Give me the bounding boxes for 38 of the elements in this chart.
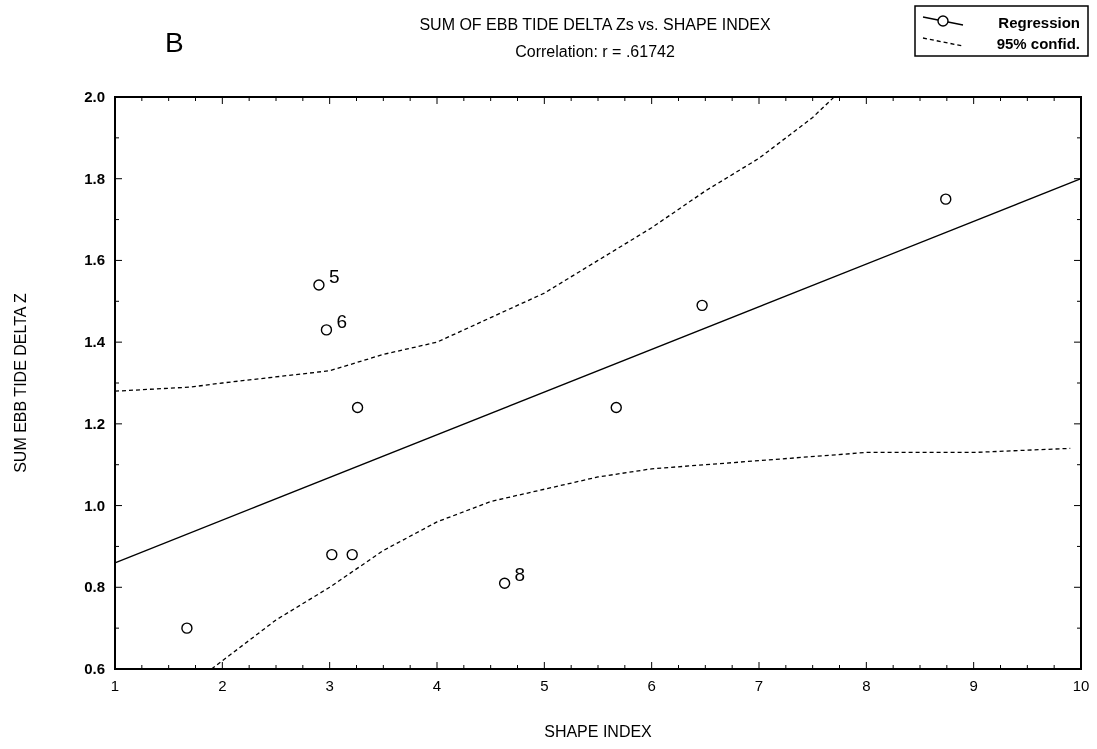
y-tick-label: 0.8 (84, 578, 105, 596)
chart-title: SUM OF EBB TIDE DELTA Zs vs. SHAPE INDEX (419, 16, 771, 33)
y-axis-title: SUM EBB TIDE DELTA Z (12, 292, 29, 473)
y-tick-label: 1.4 (84, 333, 106, 351)
x-tick-label: 5 (540, 677, 549, 694)
x-tick-label: 4 (432, 677, 442, 694)
point (326, 548, 338, 561)
point (351, 401, 364, 414)
annotation: 8 (514, 564, 526, 586)
y-tick-label: 1.0 (84, 496, 105, 514)
x-tick-label: 1 (110, 677, 120, 694)
point (696, 299, 708, 312)
y-tick-label: 1.6 (84, 251, 105, 269)
y-tick-label: 1.8 (84, 169, 105, 187)
point (346, 548, 358, 561)
annotation: 6 (336, 310, 348, 332)
x-tick-label: 3 (325, 677, 334, 694)
annotation: 5 (328, 265, 340, 287)
x-axis-title: SHAPE INDEX (544, 723, 653, 740)
point (181, 622, 193, 634)
y-tick-label: 1.2 (84, 414, 105, 432)
point (610, 401, 622, 414)
x-tick-label: 8 (862, 677, 871, 694)
x-tick-label: 6 (647, 677, 656, 694)
point (313, 279, 325, 291)
y-tick-label: 0.6 (84, 660, 105, 677)
chart-subtitle: Correlation: r = .61742 (515, 43, 675, 60)
legend-label: Regression (998, 14, 1080, 31)
point (320, 324, 333, 336)
x-tick-label: 7 (754, 677, 764, 694)
x-tick-label: 2 (218, 677, 227, 694)
x-tick-label: 10 (1072, 677, 1090, 694)
point (498, 577, 511, 589)
y-tick-label: 2.0 (84, 88, 105, 105)
x-tick-label: 9 (969, 677, 978, 694)
text: B (165, 27, 184, 58)
point (940, 193, 952, 205)
legend-label: 95% confid. (996, 35, 1080, 52)
